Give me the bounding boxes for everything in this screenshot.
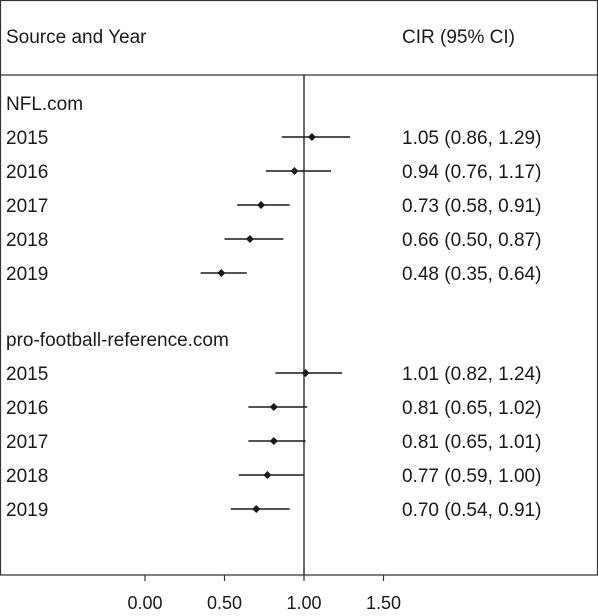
point-estimate-marker	[217, 269, 226, 277]
point-estimate-marker	[257, 201, 266, 209]
point-estimate-marker	[301, 369, 310, 377]
estimate-ci-label: 1.01 (0.82, 1.24)	[402, 364, 541, 385]
year-label: 2016	[6, 162, 48, 183]
x-tick-label: 0.00	[127, 593, 162, 613]
estimate-ci-label: 0.73 (0.58, 0.91)	[402, 196, 541, 217]
estimate-ci-label: 0.70 (0.54, 0.91)	[402, 500, 541, 521]
point-estimate-marker	[263, 471, 272, 479]
point-estimate-marker	[290, 167, 299, 175]
year-label: 2015	[6, 128, 48, 149]
label-column-header: Source and Year	[6, 27, 147, 48]
point-estimate-marker	[269, 437, 278, 445]
year-label: 2017	[6, 196, 48, 217]
year-label: 2019	[6, 500, 48, 521]
year-label: 2015	[6, 364, 48, 385]
year-label: 2017	[6, 432, 48, 453]
group-label: pro-football-reference.com	[6, 330, 229, 351]
point-estimate-marker	[307, 133, 316, 141]
forest-rows: NFL.com 2015 1.05 (0.86, 1.29) 2016 0.94 (0.…	[6, 94, 541, 521]
frame	[0, 0, 598, 576]
point-estimate-marker	[269, 403, 278, 411]
x-tick-label: 0.50	[207, 593, 242, 613]
year-label: 2019	[6, 264, 48, 285]
year-label: 2018	[6, 230, 48, 251]
year-label: 2018	[6, 466, 48, 487]
estimate-ci-label: 0.81 (0.65, 1.02)	[402, 398, 541, 419]
estimate-column-header: CIR (95% CI)	[402, 27, 515, 48]
estimate-ci-label: 0.66 (0.50, 0.87)	[402, 230, 541, 251]
point-estimate-marker	[245, 235, 254, 243]
x-tick-label: 1.00	[286, 593, 321, 613]
estimate-ci-label: 0.77 (0.59, 1.00)	[402, 466, 541, 487]
estimate-ci-label: 1.05 (0.86, 1.29)	[402, 128, 541, 149]
estimate-ci-label: 0.81 (0.65, 1.01)	[402, 432, 541, 453]
x-tick-label: 1.50	[366, 593, 401, 613]
year-label: 2016	[6, 398, 48, 419]
x-axis-ticks: 0.00 0.50 1.00 1.50	[127, 575, 401, 613]
estimate-ci-label: 0.94 (0.76, 1.17)	[402, 162, 541, 183]
point-estimate-marker	[252, 505, 261, 513]
group-label: NFL.com	[6, 94, 83, 115]
estimate-ci-label: 0.48 (0.35, 0.64)	[402, 264, 541, 285]
